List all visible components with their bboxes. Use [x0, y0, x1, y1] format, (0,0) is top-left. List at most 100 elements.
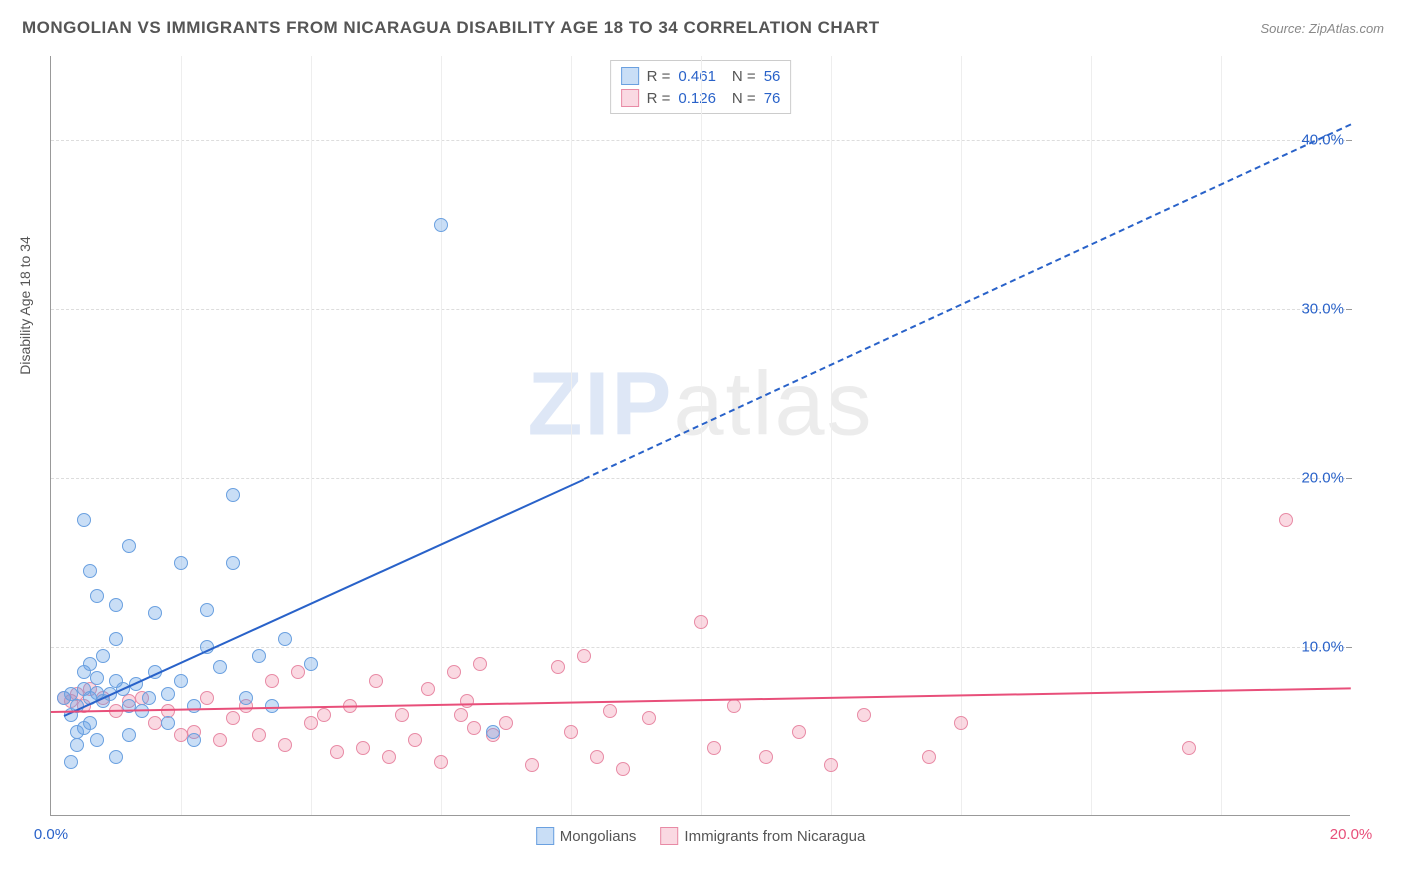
- mongolians-point: [161, 716, 175, 730]
- nicaragua-point: [148, 716, 162, 730]
- mongolians-point: [109, 598, 123, 612]
- legend-r-label: R =: [647, 68, 671, 85]
- watermark-atlas: atlas: [673, 355, 873, 455]
- nicaragua-point: [824, 758, 838, 772]
- nicaragua-point: [727, 699, 741, 713]
- mongolians-point: [486, 725, 500, 739]
- chart-source: Source: ZipAtlas.com: [1260, 21, 1384, 36]
- mongolians-point: [200, 603, 214, 617]
- legend-n-label: N =: [732, 90, 756, 107]
- y-tick-label: 10.0%: [1301, 639, 1344, 656]
- mongolians-trend-dashed: [584, 124, 1352, 480]
- legend-label: Immigrants from Nicaragua: [684, 828, 865, 845]
- legend-r-label: R =: [647, 90, 671, 107]
- nicaragua-point: [642, 711, 656, 725]
- nicaragua-point: [356, 741, 370, 755]
- nicaragua-point: [174, 728, 188, 742]
- y-tick: [1346, 647, 1352, 648]
- gridline-vertical: [181, 56, 182, 815]
- mongolians-point: [77, 513, 91, 527]
- nicaragua-point: [213, 733, 227, 747]
- mongolians-point: [90, 733, 104, 747]
- nicaragua-point: [1279, 513, 1293, 527]
- nicaragua-point: [922, 750, 936, 764]
- nicaragua-point: [252, 728, 266, 742]
- nicaragua-point: [226, 711, 240, 725]
- nicaragua-point: [369, 674, 383, 688]
- chart-plot-area: ZIPatlas Disability Age 18 to 34 R = 0.4…: [50, 56, 1350, 816]
- watermark-zip: ZIP: [527, 355, 673, 455]
- mongolians-point: [187, 733, 201, 747]
- mongolians-point: [226, 488, 240, 502]
- mongolians-point: [64, 755, 78, 769]
- nicaragua-point: [317, 708, 331, 722]
- mongolians-point: [161, 687, 175, 701]
- mongolians-point: [122, 728, 136, 742]
- nicaragua-point: [304, 716, 318, 730]
- mongolians-point: [252, 649, 266, 663]
- nicaragua-point: [473, 657, 487, 671]
- legend-swatch: [621, 67, 639, 85]
- nicaragua-point: [499, 716, 513, 730]
- mongolians-point: [304, 657, 318, 671]
- nicaragua-point: [382, 750, 396, 764]
- nicaragua-point: [616, 762, 630, 776]
- nicaragua-point: [200, 691, 214, 705]
- nicaragua-point: [434, 755, 448, 769]
- x-tick-label: 20.0%: [1330, 826, 1373, 843]
- nicaragua-point: [395, 708, 409, 722]
- mongolians-point: [434, 218, 448, 232]
- nicaragua-point: [408, 733, 422, 747]
- y-tick-label: 30.0%: [1301, 301, 1344, 318]
- mongolians-point: [109, 632, 123, 646]
- y-tick: [1346, 140, 1352, 141]
- y-tick: [1346, 478, 1352, 479]
- mongolians-point: [213, 660, 227, 674]
- nicaragua-point: [265, 674, 279, 688]
- mongolians-point: [226, 556, 240, 570]
- mongolians-point: [70, 738, 84, 752]
- nicaragua-point: [707, 741, 721, 755]
- legend-r-value: 0.461: [678, 68, 716, 85]
- mongolians-point: [90, 589, 104, 603]
- mongolians-point: [174, 674, 188, 688]
- gridline-vertical: [831, 56, 832, 815]
- nicaragua-point: [954, 716, 968, 730]
- mongolians-point: [278, 632, 292, 646]
- nicaragua-point: [857, 708, 871, 722]
- series-legend-item: Immigrants from Nicaragua: [660, 827, 865, 845]
- legend-swatch: [621, 89, 639, 107]
- gridline-vertical: [1221, 56, 1222, 815]
- nicaragua-point: [525, 758, 539, 772]
- mongolians-point: [142, 691, 156, 705]
- y-tick: [1346, 309, 1352, 310]
- nicaragua-point: [564, 725, 578, 739]
- nicaragua-point: [603, 704, 617, 718]
- nicaragua-point: [447, 665, 461, 679]
- series-legend: Mongolians Immigrants from Nicaragua: [536, 827, 866, 845]
- nicaragua-point: [1182, 741, 1196, 755]
- mongolians-point: [187, 699, 201, 713]
- mongolians-point: [83, 657, 97, 671]
- mongolians-point: [96, 649, 110, 663]
- y-tick-label: 40.0%: [1301, 132, 1344, 149]
- y-axis-title: Disability Age 18 to 34: [17, 236, 33, 375]
- legend-r-value: 0.126: [678, 90, 716, 107]
- mongolians-point: [83, 716, 97, 730]
- mongolians-trend-solid: [64, 478, 585, 716]
- nicaragua-point: [577, 649, 591, 663]
- mongolians-point: [70, 725, 84, 739]
- nicaragua-point: [460, 694, 474, 708]
- mongolians-point: [174, 556, 188, 570]
- legend-label: Mongolians: [560, 828, 637, 845]
- x-tick-label: 0.0%: [34, 826, 68, 843]
- gridline-vertical: [1091, 56, 1092, 815]
- nicaragua-point: [330, 745, 344, 759]
- series-legend-item: Mongolians: [536, 827, 637, 845]
- mongolians-point: [83, 564, 97, 578]
- gridline-vertical: [311, 56, 312, 815]
- nicaragua-point: [551, 660, 565, 674]
- nicaragua-point: [792, 725, 806, 739]
- nicaragua-point: [694, 615, 708, 629]
- nicaragua-point: [590, 750, 604, 764]
